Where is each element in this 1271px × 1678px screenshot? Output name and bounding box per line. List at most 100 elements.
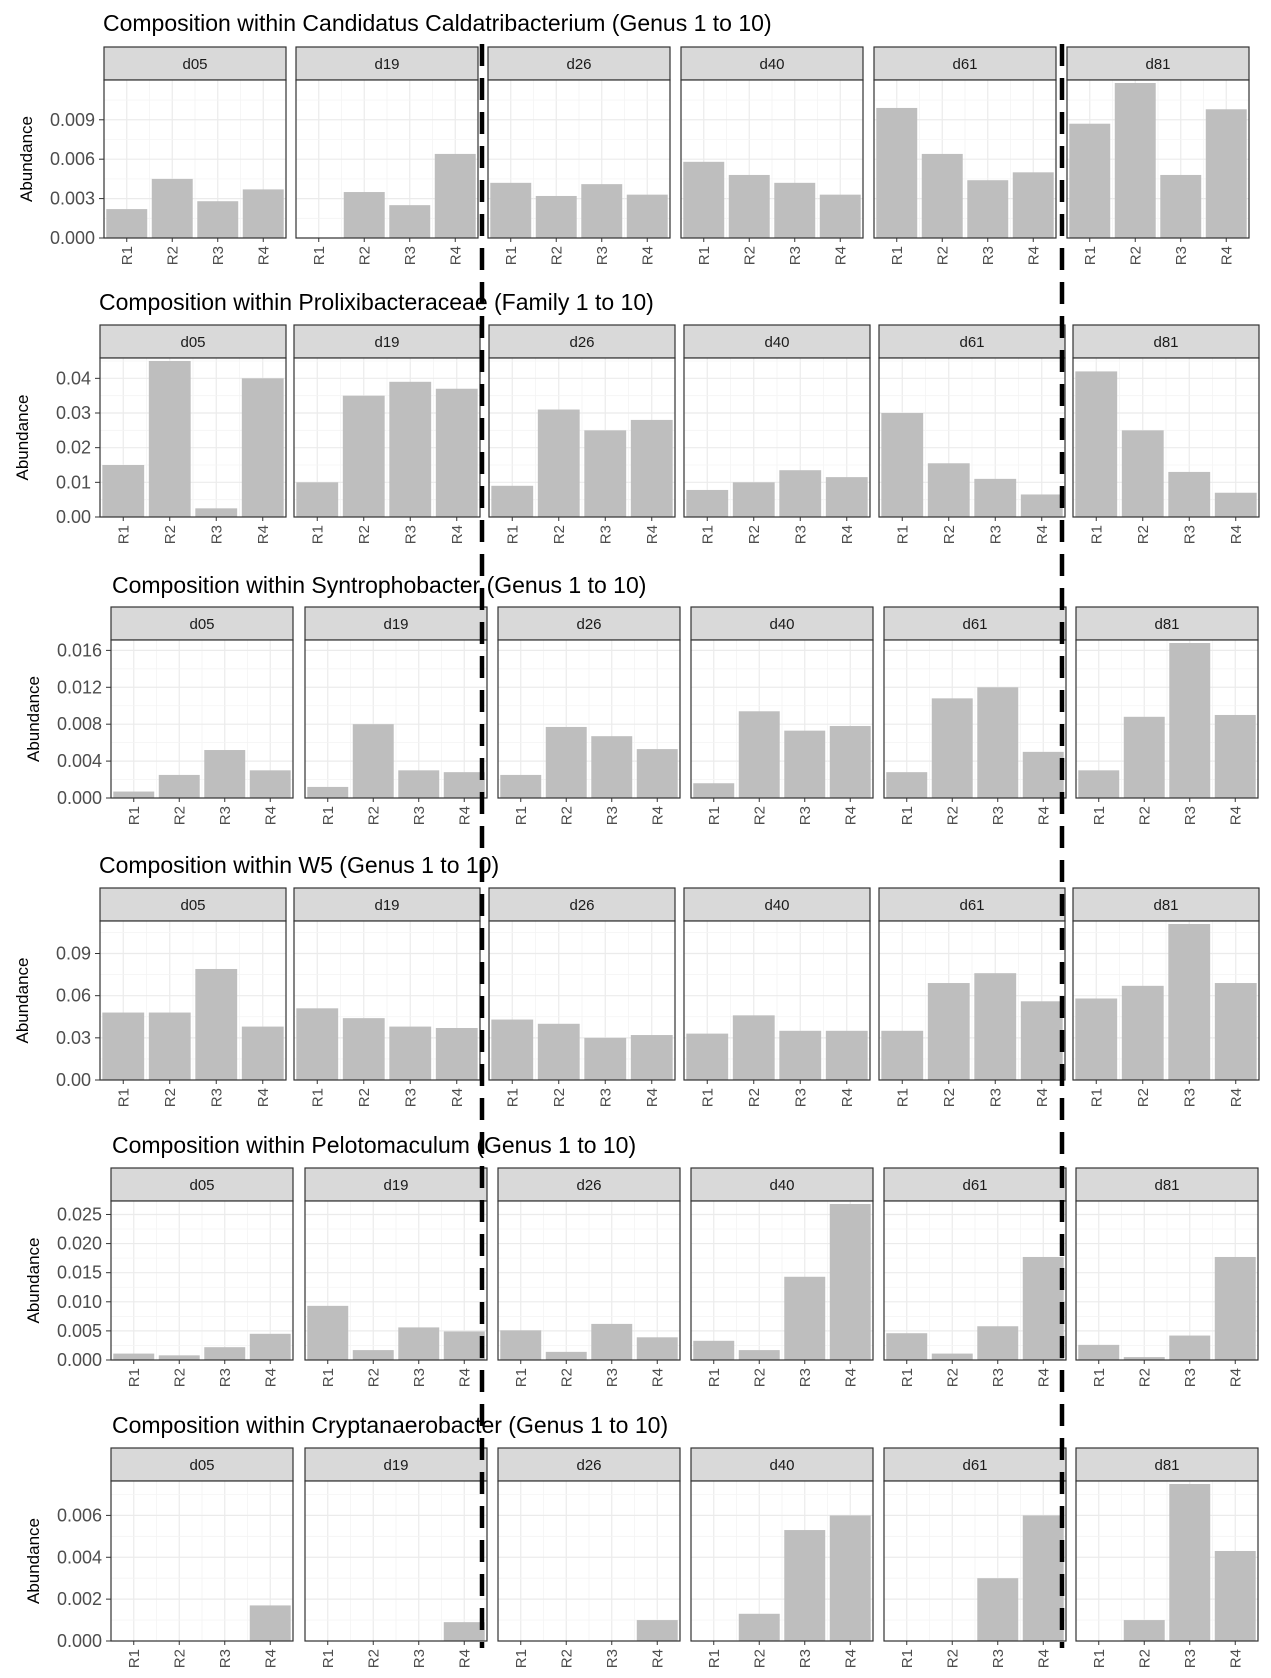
facet-panel-d81: d81 R1 R2 R3 R4: [1066, 46, 1250, 265]
bar-d40-R3: [784, 730, 826, 798]
x-tick-label: R4: [1034, 525, 1051, 544]
chart-title: Composition within Syntrophobacter (Genu…: [112, 572, 646, 598]
facet-panel-d19: d19 R1 R2 R3 R4: [295, 46, 479, 265]
x-tick-label: R2: [365, 806, 382, 825]
bar-d40-R4: [825, 477, 868, 517]
facet-label: d26: [576, 1177, 601, 1194]
x-tick-label: R2: [365, 1649, 382, 1668]
bar-d61-R4: [1020, 1001, 1063, 1080]
y-tick-label: 0.008: [57, 714, 102, 734]
bar-d81-R4: [1205, 109, 1247, 239]
x-tick-label: R1: [1088, 525, 1105, 544]
facet-label: d40: [764, 334, 789, 351]
bar-d26-R2: [535, 195, 577, 238]
panel-border: [110, 1200, 294, 1361]
x-tick-label: R4: [1228, 525, 1245, 544]
bar-d61-R1: [876, 107, 918, 238]
x-tick-label: R2: [934, 246, 951, 265]
bar-d40-R2: [732, 1015, 775, 1080]
chart-title: Composition within W5 (Genus 1 to 10): [99, 852, 499, 878]
y-tick-label: 0.000: [57, 1350, 102, 1370]
bar-d19-R1: [307, 1305, 349, 1360]
facet-panel-d05: d05 R1 R2 R3 R4: [99, 324, 287, 544]
x-tick-label: R4: [644, 525, 661, 544]
bar-d19-R2: [342, 1018, 385, 1080]
facet-strip: [690, 606, 874, 641]
y-tick-label: 0.000: [57, 1631, 102, 1651]
x-tick-label: R2: [746, 525, 763, 544]
bar-d40-R1: [686, 1033, 729, 1080]
x-tick-label: R3: [597, 525, 614, 544]
y-tick-label: 0.005: [57, 1321, 102, 1341]
y-axis-title: Abundance: [13, 957, 32, 1043]
facet-label: d05: [180, 334, 205, 351]
x-tick-label: R4: [1035, 806, 1052, 825]
bar-d61-R1: [886, 772, 928, 798]
x-tick-label: R2: [356, 246, 373, 265]
facet-panel-d05: d05 R1 R2 R3 R4: [110, 606, 294, 825]
panel-border: [690, 639, 874, 799]
x-tick-label: R2: [1136, 1368, 1153, 1387]
x-tick-label: R4: [1035, 1368, 1052, 1387]
y-tick-label: 0.004: [57, 751, 102, 771]
x-tick-label: R2: [356, 525, 373, 544]
x-tick-label: R3: [208, 1088, 225, 1107]
bar-d26-R3: [591, 1323, 633, 1360]
facet-strip: [304, 1167, 488, 1202]
facet-label: d81: [1145, 56, 1170, 73]
x-tick-label: R2: [558, 806, 575, 825]
bar-d19-R3: [389, 1026, 432, 1080]
x-tick-label: R3: [604, 1649, 621, 1668]
facet-strip: [99, 887, 287, 922]
panel-border: [1075, 1200, 1259, 1361]
facet-strip: [683, 887, 871, 922]
facet-label: d61: [959, 897, 984, 914]
bar-d26-R1: [491, 1019, 534, 1080]
x-tick-label: R2: [558, 1649, 575, 1668]
facet-panel-d19: d19 R1 R2 R3 R4: [293, 324, 481, 544]
x-tick-label: R2: [741, 246, 758, 265]
facet-label: d26: [576, 1457, 601, 1474]
facet-panel-d81: d81 R1 R2 R3 R4: [1075, 606, 1259, 825]
x-tick-label: R1: [320, 1649, 337, 1668]
x-tick-label: R2: [171, 806, 188, 825]
bar-d26-R4: [630, 419, 673, 517]
x-tick-label: R3: [990, 1649, 1007, 1668]
bar-d81-R3: [1169, 643, 1211, 798]
x-tick-label: R2: [1127, 246, 1144, 265]
facet-panel-d19: d19 R1 R2 R3 R4: [304, 1167, 488, 1387]
facet-panel-d81: d81 R1 R2 R3 R4: [1075, 1167, 1259, 1387]
bar-d61-R2: [921, 153, 963, 238]
bar-d81-R1: [1078, 1344, 1120, 1360]
x-tick-label: R2: [162, 1088, 179, 1107]
panel-border: [1072, 357, 1260, 518]
panel-border: [1072, 920, 1260, 1081]
y-axis-title: Abundance: [13, 394, 32, 480]
facet-label: d05: [189, 1457, 214, 1474]
panel-border: [883, 1480, 1067, 1642]
y-tick-label: 0.016: [57, 640, 102, 660]
x-tick-label: R4: [1227, 806, 1244, 825]
x-tick-label: R1: [126, 1649, 143, 1668]
x-tick-label: R1: [899, 1368, 916, 1387]
x-tick-label: R4: [1228, 1088, 1245, 1107]
x-tick-label: R1: [309, 525, 326, 544]
bar-d81-R3: [1168, 471, 1211, 517]
x-tick-label: R3: [411, 806, 428, 825]
bar-d19-R4: [434, 153, 476, 238]
bar-d40-R3: [784, 1276, 826, 1360]
bar-d26-R4: [636, 1620, 678, 1641]
bar-d05-R4: [249, 1333, 291, 1360]
facet-panel-d26: d26 R1 R2 R3 R4: [497, 1167, 681, 1387]
x-tick-label: R1: [894, 1088, 911, 1107]
y-tick-label: 0.004: [57, 1547, 102, 1567]
x-tick-label: R1: [513, 1368, 530, 1387]
facet-panel-d81: d81 R1 R2 R3 R4: [1072, 324, 1260, 544]
y-axis-title: Abundance: [24, 1237, 43, 1323]
chart-title: Composition within Cryptanaerobacter (Ge…: [112, 1412, 668, 1438]
x-tick-label: R2: [941, 525, 958, 544]
bar-d81-R2: [1123, 1620, 1165, 1641]
chart-row-1: Composition within Candidatus Caldatriba…: [17, 10, 1250, 265]
bar-d40-R2: [738, 711, 780, 798]
chart-row-6: Composition within Cryptanaerobacter (Ge…: [24, 1412, 1259, 1668]
